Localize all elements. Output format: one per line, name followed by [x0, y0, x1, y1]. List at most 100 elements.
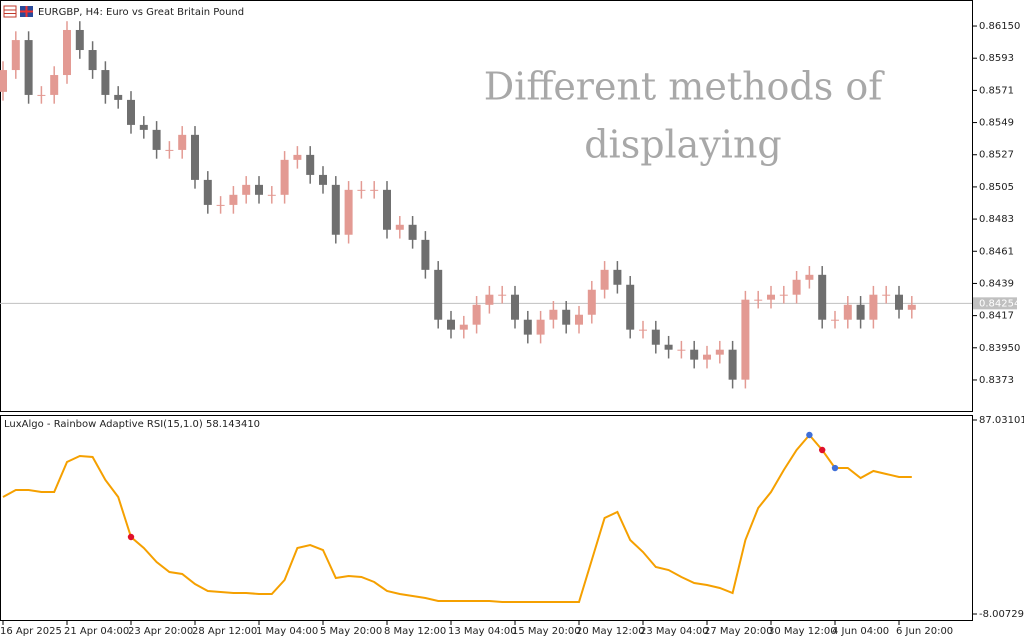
candle-body — [75, 29, 84, 51]
indicator-title: LuxAlgo - Rainbow Adaptive RSI(15,1.0) 5… — [4, 419, 260, 430]
y-tick-label: 0.8505 — [979, 182, 1014, 193]
candle-body — [651, 329, 660, 345]
annotation: displaying — [584, 123, 782, 167]
x-tick-label: 21 Apr 04:00 — [64, 626, 129, 637]
candle-body — [88, 50, 97, 71]
x-tick-label: 23 May 04:00 — [640, 626, 709, 637]
candle-body — [690, 349, 699, 360]
candle-body — [498, 294, 507, 296]
candle-body — [805, 274, 814, 280]
candle-body — [677, 349, 686, 351]
candle-body — [357, 189, 366, 191]
candle-body — [267, 194, 276, 196]
candle-body — [24, 40, 33, 95]
y-tick-label: 0.8571 — [979, 85, 1014, 96]
candle-body — [587, 289, 596, 315]
candle-body — [549, 309, 558, 320]
candle-body — [37, 94, 46, 96]
candle-body — [293, 154, 302, 160]
candle-body — [395, 224, 404, 230]
candle-body — [101, 70, 110, 95]
candle-body — [255, 184, 263, 195]
candle-body — [383, 189, 391, 230]
candle-body — [728, 349, 737, 380]
candle-body — [370, 189, 379, 191]
y-tick-label: -8.007296 — [979, 609, 1024, 620]
x-tick-label: 4 Jun 04:00 — [832, 626, 889, 637]
candle-body — [882, 294, 891, 296]
candle-body — [831, 319, 839, 321]
candle-body — [203, 179, 212, 205]
candle-body — [472, 304, 481, 325]
x-tick-label: 15 May 20:00 — [512, 626, 581, 637]
x-tick-label: 28 Apr 12:00 — [192, 626, 257, 637]
candle-body — [664, 344, 673, 350]
candle-body — [11, 40, 20, 71]
candle-body — [856, 304, 865, 320]
candle-body — [50, 75, 59, 95]
main-pane-frame — [0, 0, 973, 412]
x-tick-label: 5 May 20:00 — [320, 626, 382, 637]
x-tick-label: 27 May 20:00 — [704, 626, 773, 637]
rsi-line — [2, 433, 912, 604]
y-tick-label: 0.8461 — [979, 246, 1014, 257]
candle-body — [331, 184, 340, 235]
signal-dot — [831, 464, 839, 472]
x-tick-label: 13 May 04:00 — [448, 626, 517, 637]
candle-body — [639, 329, 647, 331]
x-tick-label: 1 May 04:00 — [256, 626, 318, 637]
last-price-label: 0.84254 — [979, 298, 1020, 309]
y-tick-label: 0.8373 — [979, 375, 1014, 386]
candle-body — [280, 159, 289, 195]
signal-dot — [806, 431, 813, 439]
candle-body — [191, 134, 199, 180]
candle-body — [178, 134, 187, 150]
candle-body — [434, 269, 443, 320]
signal-dot — [819, 446, 826, 454]
indicator-pane-frame — [0, 415, 973, 621]
last-price-box — [973, 297, 1017, 310]
candle-body — [907, 304, 916, 310]
candle-body — [869, 294, 878, 320]
candle-body — [703, 354, 711, 360]
candle-body — [306, 154, 315, 175]
candle-body — [229, 194, 238, 205]
candle-body — [818, 274, 827, 320]
candle-body — [600, 269, 609, 290]
candle-body — [562, 309, 571, 325]
candle-body — [0, 70, 7, 92]
annotation: Different methods of — [484, 65, 886, 109]
candle-body — [754, 299, 763, 301]
candle-body — [242, 184, 251, 195]
candle-body — [139, 124, 148, 130]
y-tick-label: 0.83950 — [979, 343, 1020, 354]
candle-body — [895, 294, 903, 310]
candle-body — [523, 319, 532, 335]
x-tick-label: 30 May 12:00 — [768, 626, 837, 637]
y-tick-label: 0.8549 — [979, 118, 1014, 129]
x-tick-label: 16 Apr 2025 — [0, 626, 62, 637]
candle-body — [715, 349, 724, 355]
x-tick-label: 23 Apr 20:00 — [128, 626, 193, 637]
candle-body — [152, 129, 161, 150]
candle-body — [216, 204, 225, 206]
candle-body — [127, 99, 135, 125]
candle-body — [408, 224, 417, 240]
candle-body — [63, 29, 71, 76]
y-tick-label: 87.031012 — [979, 415, 1024, 426]
candle-body — [447, 319, 455, 330]
candle-body — [459, 324, 468, 330]
x-tick-label: 8 May 12:00 — [384, 626, 446, 637]
candle-body — [485, 294, 494, 305]
y-tick-label: 0.8439 — [979, 278, 1014, 289]
candle-body — [575, 314, 583, 325]
candle-body — [741, 299, 750, 380]
y-tick-label: 0.8417 — [979, 311, 1014, 322]
candle-body — [114, 94, 123, 100]
candle-body — [613, 269, 622, 285]
x-tick-label: 6 Jun 20:00 — [896, 626, 953, 637]
candle-body — [626, 284, 635, 330]
